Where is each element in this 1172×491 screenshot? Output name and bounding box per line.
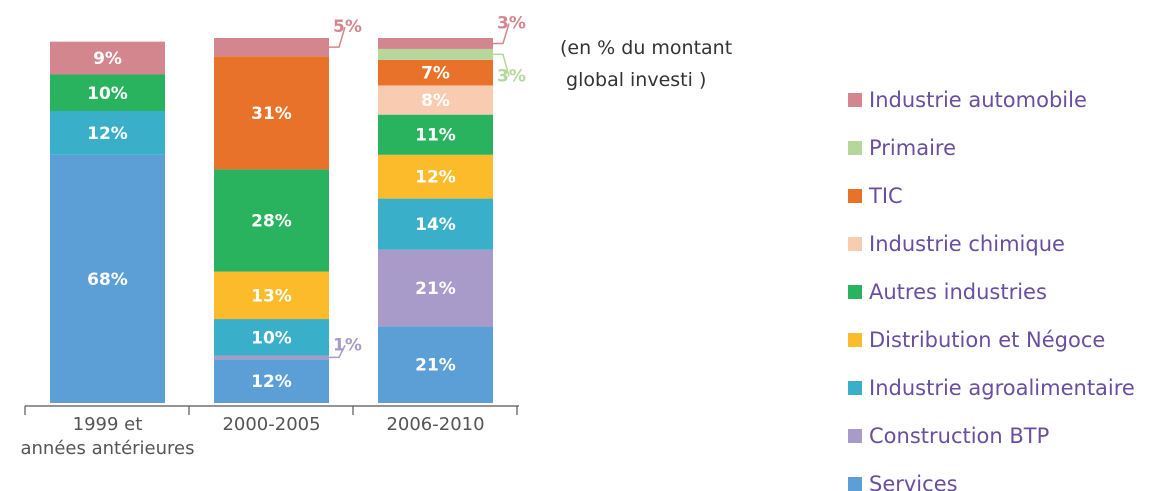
legend-label: TIC: [868, 184, 903, 208]
note: (en % du montant global investi ): [560, 37, 733, 91]
bar-segment: [214, 56, 329, 170]
value-label: 21%: [415, 279, 456, 299]
bar-segment: [378, 85, 493, 115]
value-label: 10%: [87, 84, 128, 104]
bar-segment: [378, 114, 493, 155]
legend-swatch: [848, 429, 862, 443]
bar-segment: [378, 154, 493, 199]
value-label: 31%: [251, 104, 292, 124]
legend-swatch: [848, 333, 862, 347]
value-label: 12%: [415, 168, 456, 188]
bar-segment: [50, 74, 165, 111]
legend-label: Distribution et Négoce: [869, 328, 1105, 352]
value-label: 10%: [251, 328, 292, 348]
x-tick-label: 1999 et années antérieures: [20, 414, 195, 459]
value-label: 12%: [251, 372, 292, 392]
leader-line: [493, 23, 510, 45]
bar-segment: [378, 249, 493, 327]
value-label: 12%: [87, 124, 128, 144]
bar-segment: [214, 319, 329, 356]
value-label: 1%: [333, 335, 362, 355]
bar-segment: [378, 198, 493, 250]
value-label: 13%: [251, 286, 292, 306]
value-label: 5%: [333, 17, 362, 37]
legend-label: Primaire: [869, 136, 956, 160]
bar-segment: [378, 48, 493, 60]
value-label: 7%: [421, 64, 450, 84]
legend-label: Industrie chimique: [869, 232, 1065, 256]
legend-swatch: [848, 141, 862, 155]
bar-segment: [214, 271, 329, 320]
value-label: 68%: [87, 270, 128, 290]
legend-swatch: [848, 237, 862, 251]
bar-segment: [50, 41, 165, 75]
legend-label: Construction BTP: [869, 424, 1049, 448]
leader-line: [329, 345, 346, 359]
value-label: 8%: [421, 91, 450, 111]
bar-segment: [378, 326, 493, 403]
legend-label: Services: [869, 472, 958, 491]
legend-label: Autres industries: [869, 280, 1047, 304]
legend-swatch: [848, 93, 862, 107]
bar-segment: [214, 169, 329, 272]
legend-swatch: [848, 477, 862, 491]
x-tick-label: 2000-2005: [222, 414, 321, 435]
bar-segment: [214, 38, 329, 57]
bar-segment: [378, 38, 493, 49]
leader-line: [493, 53, 510, 77]
value-label: 21%: [415, 356, 456, 376]
legend-label: Industrie automobile: [869, 88, 1087, 112]
value-label: 28%: [251, 212, 292, 232]
bar-segment: [50, 154, 165, 403]
value-label: 14%: [415, 215, 456, 235]
value-label: 9%: [93, 49, 122, 69]
legend-swatch: [848, 189, 862, 203]
bar-segment: [214, 359, 329, 403]
legend-swatch: [848, 381, 862, 395]
bar-segment: [50, 111, 165, 155]
bar-segment: [378, 59, 493, 86]
value-label: 11%: [415, 126, 456, 146]
value-label: 3%: [497, 13, 526, 33]
value-label: 3%: [497, 66, 526, 86]
bar-segment: [214, 355, 329, 360]
leader-line: [329, 26, 346, 48]
x-tick-label: 2006-2010: [386, 414, 485, 435]
legend-label: Industrie agroalimentaire: [869, 376, 1135, 400]
legend-swatch: [848, 285, 862, 299]
